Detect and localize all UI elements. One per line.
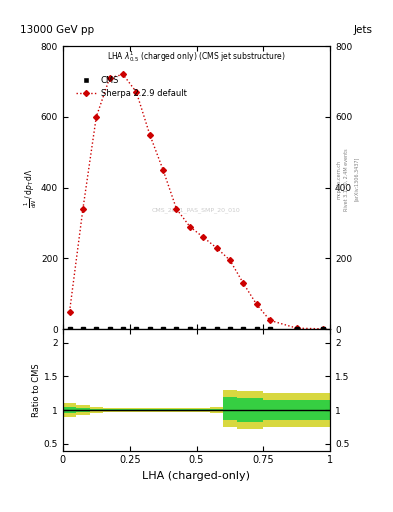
Text: LHA $\lambda^1_{0.5}$ (charged only) (CMS jet substructure): LHA $\lambda^1_{0.5}$ (charged only) (CM… [107,49,286,64]
Y-axis label: Ratio to CMS: Ratio to CMS [32,363,41,417]
Y-axis label: $\frac{1}{\mathrm{d}N}\,/\,\mathrm{d}p_\mathrm{T}\,\mathrm{d}\Lambda$: $\frac{1}{\mathrm{d}N}\,/\,\mathrm{d}p_\… [23,168,39,207]
Text: CMS_2021_PAS_SMP_20_010: CMS_2021_PAS_SMP_20_010 [152,207,241,213]
Text: 13000 GeV pp: 13000 GeV pp [20,25,94,35]
Legend: CMS, Sherpa 2.2.9 default: CMS, Sherpa 2.2.9 default [72,73,190,102]
Text: Rivet 3.1.10, 2.4M events: Rivet 3.1.10, 2.4M events [344,148,349,210]
Text: [arXiv:1306.3437]: [arXiv:1306.3437] [354,157,359,201]
Text: mcplots.cern.ch: mcplots.cern.ch [336,160,341,199]
Text: Jets: Jets [354,25,373,35]
X-axis label: LHA (charged-only): LHA (charged-only) [143,471,250,481]
